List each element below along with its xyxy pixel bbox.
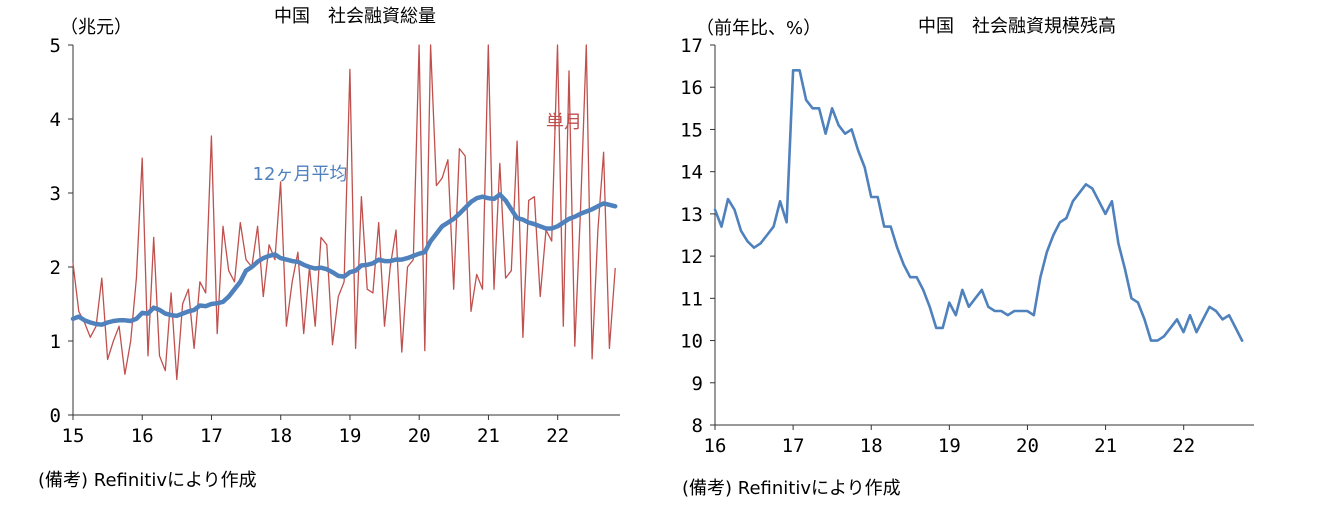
x-tick-label: 20 [408,425,431,447]
chart-title: 中国 社会融資総量 [274,6,436,27]
y-tick-label: 13 [680,204,703,226]
y-tick-label: 5 [50,35,61,57]
source-note: (備考) Refinitivにより作成 [682,478,901,499]
y-tick-label: 2 [50,257,61,279]
series-line-12m-average [70,192,618,327]
unit-label: （兆元） [60,17,132,38]
chart-panel-right: 中国 社会融資規模残高 （前年比、%） (備考) Refinitivにより作成 … [660,0,1321,513]
x-tick-label: 19 [339,425,362,447]
y-tick-label: 12 [680,246,703,268]
y-tick-label: 3 [50,183,61,205]
tsf-stock-growth-chart: 中国 社会融資規模残高 （前年比、%） (備考) Refinitivにより作成 … [680,16,1254,499]
x-tick-label: 22 [546,425,569,447]
x-tick-label: 18 [269,425,292,447]
chart-title: 中国 社会融資規模残高 [918,16,1116,37]
y-tick-label: 0 [50,405,61,427]
x-tick-label: 16 [704,435,727,457]
y-tick-label: 10 [680,331,703,353]
x-tick-label: 22 [1172,435,1195,457]
x-tick-label: 21 [477,425,500,447]
x-tick-label: 16 [131,425,154,447]
y-tick-label: 11 [680,288,703,310]
series-line [713,69,1244,342]
y-tick-label: 4 [50,109,61,131]
x-tick-label: 21 [1094,435,1117,457]
x-tick-label: 17 [782,435,805,457]
chart-panel-left: 中国 社会融資総量 （兆元） (備考) Refinitivにより作成 単月 12… [0,0,660,513]
x-tick-label: 17 [200,425,223,447]
y-tick-label: 16 [680,77,703,99]
unit-label: （前年比、%） [696,18,821,39]
y-tick-label: 9 [692,373,703,395]
x-tick-label: 15 [62,425,85,447]
series-line-monthly [72,44,616,381]
tsf-monthly-chart: 中国 社会融資総量 （兆元） (備考) Refinitivにより作成 単月 12… [38,6,620,491]
y-tick-label: 14 [680,162,703,184]
y-tick-label: 15 [680,119,703,141]
annotation-monthly: 単月 [546,112,582,133]
source-note: (備考) Refinitivにより作成 [38,470,257,491]
y-tick-label: 1 [50,331,61,353]
y-tick-label: 17 [680,35,703,57]
x-tick-label: 20 [1016,435,1039,457]
x-tick-label: 19 [938,435,961,457]
y-tick-label: 8 [692,415,703,437]
x-tick-label: 18 [860,435,883,457]
annotation-12m-average: 12ヶ月平均 [253,164,348,185]
